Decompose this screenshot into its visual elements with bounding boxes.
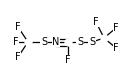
Text: N: N	[52, 37, 60, 47]
Text: F: F	[13, 37, 19, 47]
Text: S: S	[89, 37, 95, 47]
Text: F: F	[65, 55, 71, 65]
Text: F: F	[15, 52, 21, 62]
Text: F: F	[15, 22, 21, 32]
Text: F: F	[113, 23, 119, 33]
Text: F: F	[93, 17, 99, 27]
Text: S: S	[41, 37, 47, 47]
Text: S: S	[77, 37, 83, 47]
Text: F: F	[113, 43, 119, 53]
